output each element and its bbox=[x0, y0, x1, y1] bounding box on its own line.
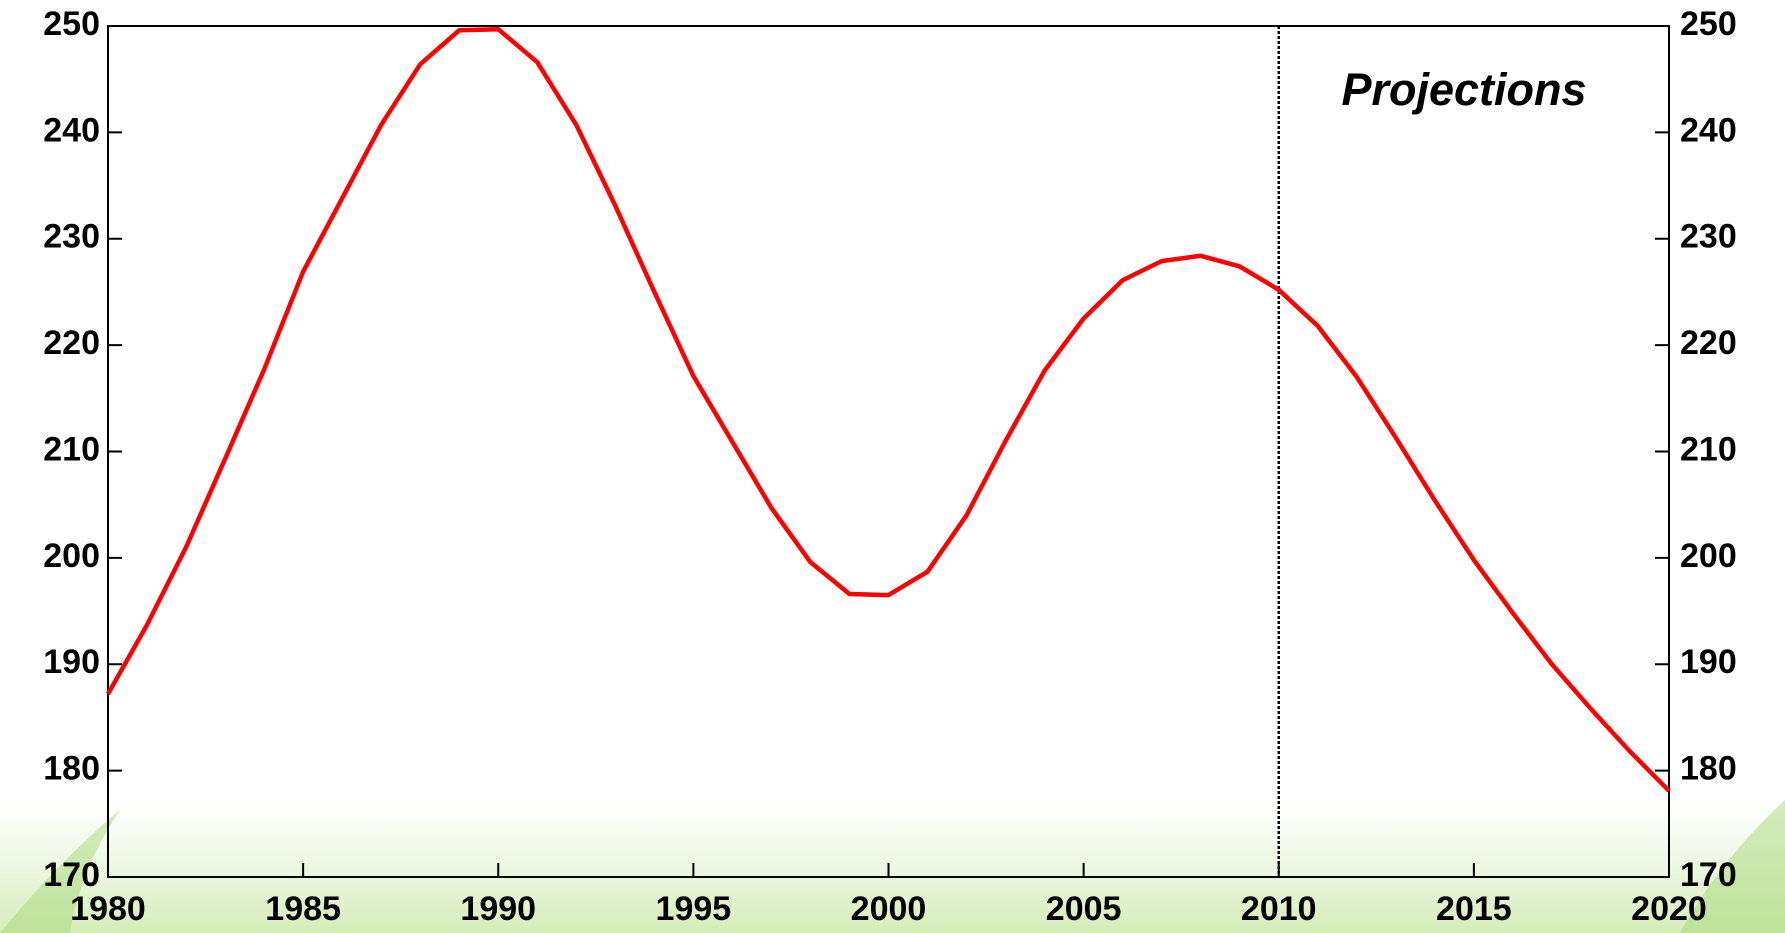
y2-tick-label: 190 bbox=[1680, 643, 1737, 681]
y2-tick-label: 250 bbox=[1680, 5, 1737, 43]
x-tick-label: 1995 bbox=[656, 890, 732, 928]
x-tick-label: 2015 bbox=[1436, 890, 1512, 928]
plot-frame bbox=[107, 25, 1670, 878]
y2-tick-label: 240 bbox=[1680, 111, 1737, 149]
y-tick-label: 190 bbox=[43, 643, 100, 681]
y-tick-label: 250 bbox=[43, 5, 100, 43]
y2-tick-label: 230 bbox=[1680, 218, 1737, 256]
y-tick-label: 170 bbox=[43, 856, 100, 894]
y-tick-label: 230 bbox=[43, 218, 100, 256]
y2-tick-label: 170 bbox=[1680, 856, 1737, 894]
x-tick-label: 1980 bbox=[70, 890, 146, 928]
x-tick-label: 1990 bbox=[460, 890, 536, 928]
background-decoration bbox=[0, 800, 1785, 933]
x-tick-label: 1985 bbox=[265, 890, 341, 928]
line-series bbox=[106, 26, 1671, 793]
y-tick-label: 200 bbox=[43, 537, 100, 575]
x-tick-label: 2005 bbox=[1046, 890, 1122, 928]
y-tick-label: 220 bbox=[43, 324, 100, 362]
x-tick-label: 2020 bbox=[1631, 890, 1707, 928]
annotation: Projections bbox=[1341, 64, 1586, 115]
y2-tick-label: 210 bbox=[1680, 430, 1737, 468]
y2-tick-label: 180 bbox=[1680, 750, 1737, 788]
y2-tick-label: 220 bbox=[1680, 324, 1737, 362]
y2-tick-label: 200 bbox=[1680, 537, 1737, 575]
x-tick-label: 2010 bbox=[1241, 890, 1317, 928]
x-tick-label: 2000 bbox=[851, 890, 927, 928]
y-tick-label: 210 bbox=[43, 430, 100, 468]
y-tick-label: 180 bbox=[43, 750, 100, 788]
y-tick-label: 240 bbox=[43, 111, 100, 149]
